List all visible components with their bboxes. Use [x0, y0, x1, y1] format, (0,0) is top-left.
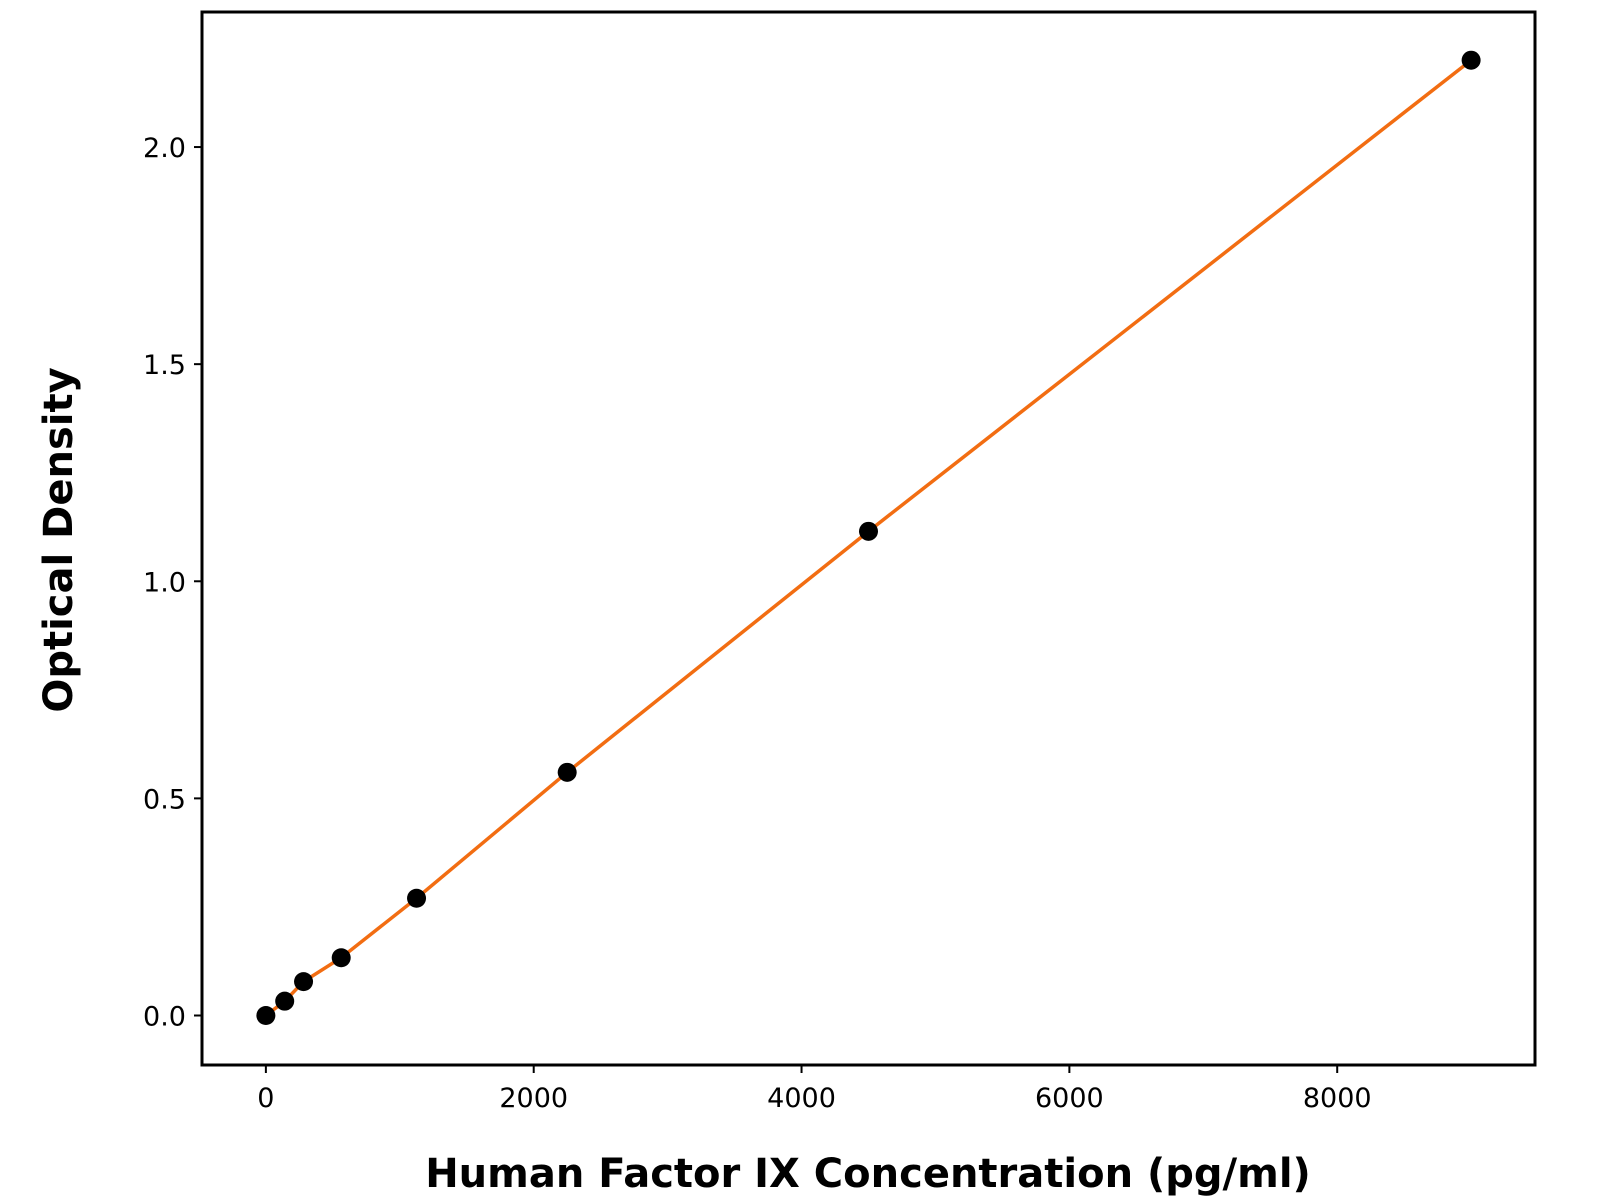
data-point [275, 991, 295, 1011]
data-point [1461, 50, 1481, 70]
plot-frame [200, 10, 1537, 1067]
data-point [407, 888, 427, 908]
x-tick-label: 4000 [767, 1083, 836, 1114]
y-tick-label: 0.5 [143, 784, 186, 815]
x-tick-label: 0 [257, 1083, 274, 1114]
y-tick-label: 0.0 [143, 1001, 186, 1032]
data-point [294, 972, 314, 992]
y-tick-label: 1.0 [143, 567, 186, 598]
x-axis-label: Human Factor IX Concentration (pg/ml) [425, 1151, 1311, 1197]
data-point [331, 948, 351, 968]
x-tick-label: 6000 [1035, 1083, 1104, 1114]
x-tick-label: 2000 [499, 1083, 568, 1114]
x-tick-label: 8000 [1303, 1083, 1372, 1114]
y-tick-label: 1.5 [143, 350, 186, 381]
data-point [557, 762, 577, 782]
data-point [859, 521, 878, 541]
y-tick-label: 2.0 [143, 133, 186, 164]
y-axis-label: Optical Density [36, 367, 82, 712]
data-point [256, 1005, 276, 1025]
